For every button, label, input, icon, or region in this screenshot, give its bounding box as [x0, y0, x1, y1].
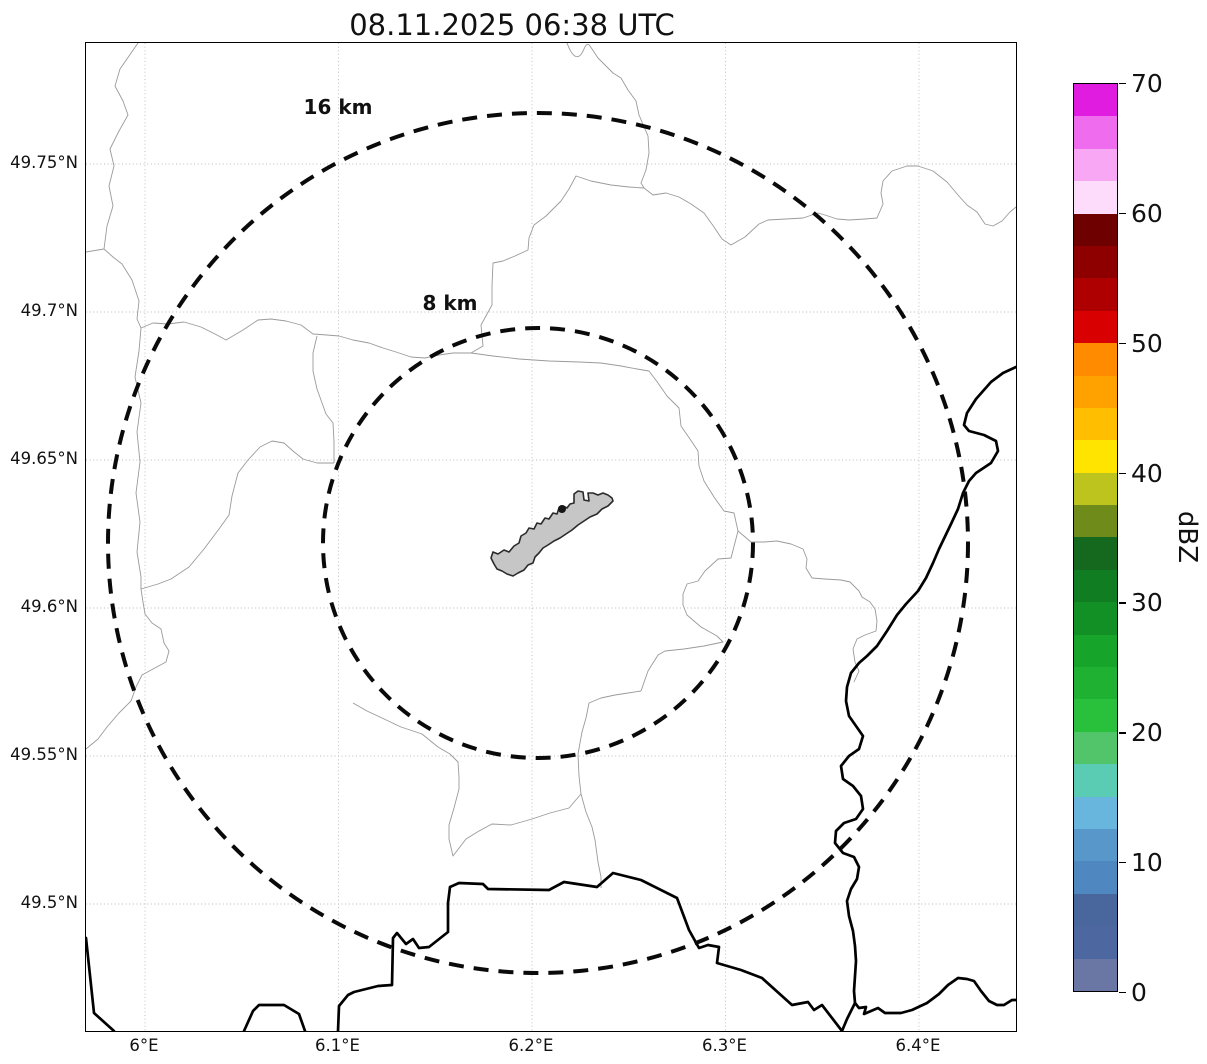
colorbar-tick	[1119, 862, 1126, 864]
colorbar-tick-label: 20	[1131, 718, 1163, 748]
colorbar-tick-label: 60	[1131, 198, 1163, 228]
y-tick-label: 49.7°N	[20, 301, 78, 320]
colorbar-tick	[1119, 732, 1126, 734]
colorbar-segment	[1074, 375, 1117, 408]
colorbar-segment	[1074, 116, 1117, 149]
colorbar-segment	[1074, 602, 1117, 635]
colorbar-segment	[1074, 148, 1117, 182]
colorbar-segment	[1074, 440, 1117, 473]
colorbar-tick	[1119, 602, 1126, 604]
x-tick-label: 6°E	[129, 1036, 159, 1055]
radar-site-marker	[558, 505, 566, 513]
colorbar-tick	[1119, 472, 1126, 474]
y-tick-label: 49.55°N	[10, 745, 78, 764]
colorbar-segment	[1074, 796, 1117, 829]
y-tick-label: 49.65°N	[10, 449, 78, 468]
colorbar-segment	[1074, 537, 1117, 570]
colorbar-tick-label: 70	[1131, 69, 1163, 98]
plot-title: 08.11.2025 06:38 UTC	[349, 8, 675, 42]
admin-boundary-lines	[86, 43, 1016, 888]
colorbar-segment	[1074, 634, 1117, 668]
colorbar-segment	[1074, 569, 1117, 603]
colorbar-segment	[1074, 926, 1117, 959]
colorbar-segment	[1074, 310, 1117, 344]
range-ring-16km	[106, 111, 970, 975]
colorbar-segment	[1074, 472, 1117, 506]
map-canvas: 16 km 8 km	[86, 43, 1016, 1031]
range-ring-16km-label: 16 km	[304, 95, 373, 119]
colorbar-segment	[1074, 861, 1117, 894]
colorbar-unit-label: dBZ	[1172, 510, 1202, 564]
colorbar-segment	[1074, 699, 1117, 732]
colorbar-segment	[1074, 958, 1117, 991]
colorbar-segment	[1074, 667, 1117, 700]
x-tick-label: 6.3°E	[702, 1036, 747, 1055]
colorbar-segment	[1074, 84, 1117, 117]
country-border-lines	[86, 365, 1016, 1031]
y-tick-label: 49.75°N	[10, 153, 78, 172]
colorbar-segment	[1074, 828, 1117, 862]
range-ring-8km-label: 8 km	[422, 291, 477, 315]
colorbar-tick-label: 10	[1131, 848, 1163, 878]
x-tick-label: 6.2°E	[508, 1036, 554, 1055]
colorbar-segment	[1074, 213, 1117, 246]
range-rings	[106, 111, 970, 975]
colorbar-tick-label: 50	[1131, 328, 1163, 358]
colorbar-tick-label: 30	[1131, 588, 1163, 618]
colorbar-tick	[1119, 342, 1126, 345]
colorbar-segment	[1074, 505, 1117, 538]
colorbar	[1073, 83, 1118, 992]
y-tick-label: 49.5°N	[20, 893, 78, 912]
colorbar-tick	[1119, 83, 1126, 85]
y-tick-label: 49.6°N	[20, 597, 78, 616]
x-tick-label: 6.1°E	[315, 1036, 360, 1055]
colorbar-segment	[1074, 893, 1117, 927]
map-plot-area: 16 km 8 km	[85, 42, 1017, 1032]
x-tick-label: 6.4°E	[895, 1036, 941, 1055]
colorbar-tick	[1119, 991, 1126, 994]
range-ring-8km	[321, 326, 755, 760]
colorbar-segment	[1074, 343, 1117, 376]
colorbar-segment	[1074, 245, 1117, 279]
colorbar-segment	[1074, 181, 1117, 214]
colorbar-tick-label: 0	[1131, 978, 1147, 1007]
colorbar-segment	[1074, 764, 1117, 797]
colorbar-tick-label: 40	[1131, 458, 1163, 488]
colorbar-segment	[1074, 731, 1117, 765]
colorbar-segment	[1074, 407, 1117, 441]
colorbar-tick	[1119, 212, 1126, 215]
colorbar-segment	[1074, 278, 1117, 311]
city-area-polygon	[490, 490, 614, 577]
